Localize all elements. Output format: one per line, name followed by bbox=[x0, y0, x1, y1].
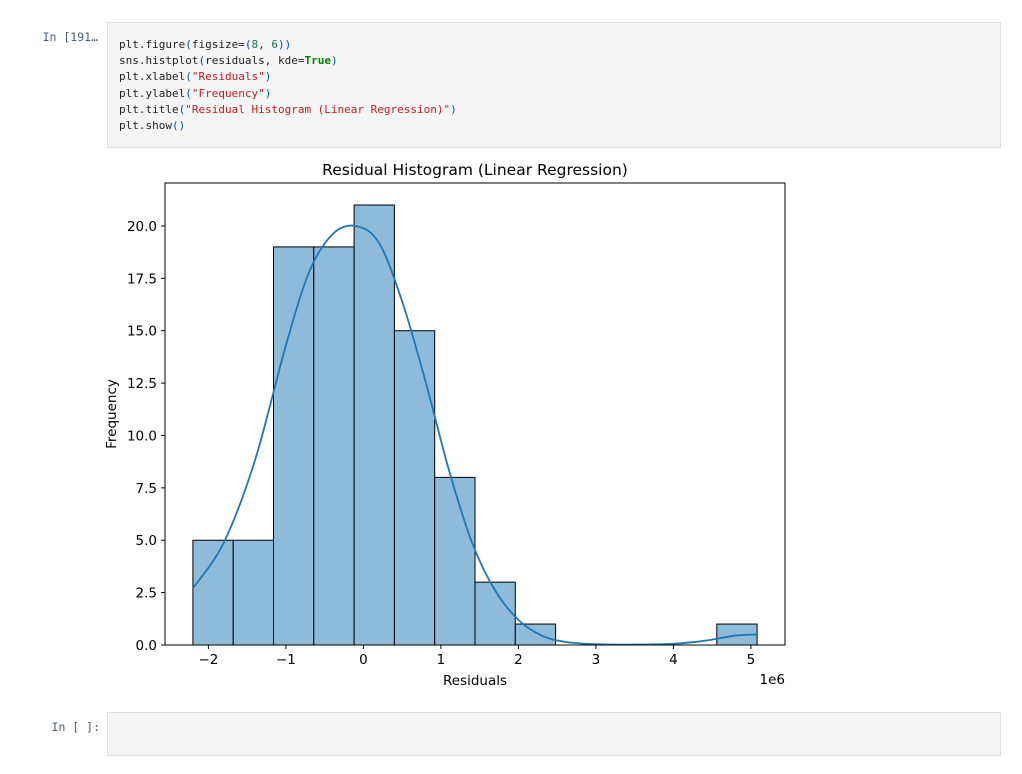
x-axis-label: Residuals bbox=[443, 673, 507, 689]
histogram-bar bbox=[232, 539, 274, 646]
x-tick-label: 2 bbox=[514, 652, 523, 668]
code-cell-editor[interactable]: plt.figure(figsize=(8, 6)) sns.histplot(… bbox=[107, 22, 1001, 148]
x-axis-offset: 1e6 bbox=[760, 672, 785, 688]
empty-code-cell[interactable] bbox=[107, 712, 1001, 756]
code-token: , bbox=[258, 38, 272, 51]
x-tick-label: 0 bbox=[359, 652, 368, 668]
plot-frame bbox=[164, 182, 786, 646]
y-axis-label: Frequency bbox=[104, 379, 120, 449]
histogram-chart: Residual Histogram (Linear Regression) −… bbox=[104, 161, 786, 689]
code-token: ) bbox=[264, 86, 272, 100]
code-token: "Frequency" bbox=[191, 86, 265, 100]
y-tick-label: 2.5 bbox=[136, 586, 157, 602]
y-axis-ticks: 0.0 2.5 5.0 7.5 10.0 12.5 15.0 17.5 20.0 bbox=[127, 219, 165, 654]
histogram-bars bbox=[192, 204, 758, 646]
code-token: )) bbox=[277, 38, 292, 51]
code-token: plt.xlabel bbox=[119, 70, 186, 84]
x-tick-label: −1 bbox=[276, 652, 296, 668]
code-token: 8 bbox=[251, 38, 259, 51]
code-token: plt.show bbox=[119, 119, 172, 133]
code-token: ) bbox=[450, 102, 457, 116]
x-tick-label: 3 bbox=[592, 652, 601, 668]
code-token: () bbox=[171, 119, 186, 133]
y-tick-label: 0.0 bbox=[136, 638, 157, 654]
y-tick-label: 20.0 bbox=[127, 219, 157, 235]
code-token: True bbox=[304, 54, 331, 68]
code-token: ( bbox=[185, 86, 192, 100]
y-tick-label: 5.0 bbox=[136, 533, 157, 549]
code-token: sns.histplot bbox=[119, 54, 199, 68]
histogram-bar bbox=[353, 204, 395, 646]
histogram-bar bbox=[514, 623, 557, 646]
code-token: ) bbox=[330, 54, 338, 68]
x-axis-ticks: −2 −1 0 1 2 3 4 5 bbox=[198, 645, 755, 668]
code-token: ( bbox=[185, 70, 192, 84]
histogram-bar bbox=[192, 539, 234, 646]
cell-prompt-empty: In [ ]: bbox=[51, 720, 100, 734]
y-tick-label: 15.0 bbox=[127, 324, 157, 340]
y-tick-label: 17.5 bbox=[127, 271, 157, 287]
code-token: plt.ylabel bbox=[119, 86, 186, 100]
cell-prompt: In [191… bbox=[42, 30, 98, 44]
code-token: 6 bbox=[271, 38, 278, 51]
code-token: ( bbox=[244, 38, 252, 51]
code-token: plt.figure bbox=[119, 38, 186, 51]
x-tick-label: 1 bbox=[437, 652, 446, 668]
code-token: "Residual Histogram (Linear Regression)" bbox=[185, 102, 451, 116]
kde-line bbox=[192, 224, 758, 646]
code-token: plt.title bbox=[119, 102, 179, 116]
x-tick-label: 5 bbox=[747, 652, 756, 668]
code-text[interactable]: plt.figure(figsize=(8, 6)) sns.histplot(… bbox=[119, 37, 457, 134]
code-token: figsize= bbox=[191, 38, 245, 51]
histogram-bar bbox=[434, 476, 476, 646]
code-token: ( bbox=[185, 38, 192, 51]
histogram-bar bbox=[313, 246, 355, 646]
y-tick-label: 10.0 bbox=[127, 428, 157, 444]
histogram-bar bbox=[273, 246, 315, 646]
y-tick-label: 12.5 bbox=[127, 376, 157, 392]
y-tick-label: 7.5 bbox=[136, 481, 157, 497]
code-token: residuals, kde= bbox=[205, 54, 305, 68]
code-token: ( bbox=[178, 102, 186, 116]
code-token: ( bbox=[198, 54, 206, 68]
code-token: "Residuals" bbox=[191, 70, 265, 84]
x-tick-label: −2 bbox=[198, 652, 218, 668]
code-token: ) bbox=[264, 70, 272, 84]
chart-title: Residual Histogram (Linear Regression) bbox=[322, 161, 628, 179]
histogram-bar bbox=[393, 330, 436, 646]
x-tick-label: 4 bbox=[669, 652, 678, 668]
